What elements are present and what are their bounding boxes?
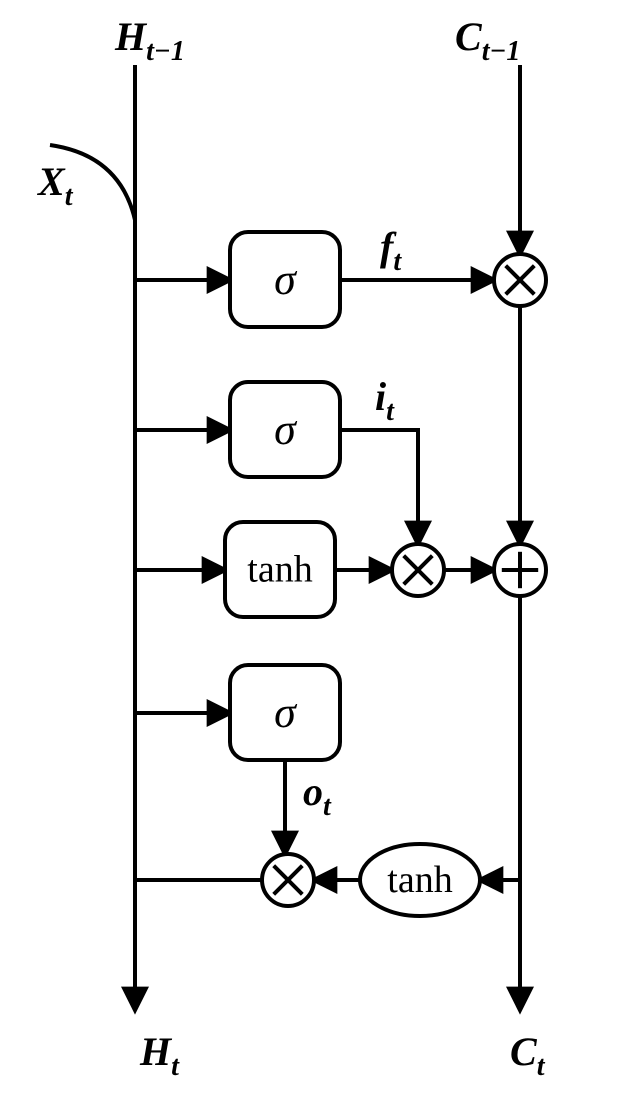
label-xt: Xt [36, 159, 74, 212]
label-ht: Ht [139, 1029, 180, 1082]
box-sigma-f-label: σ [274, 255, 298, 304]
box-sigma-i-label: σ [274, 405, 298, 454]
box-tanh-label: tanh [247, 549, 312, 591]
ellipse-tanh-label: tanh [387, 859, 452, 901]
label-it: it [375, 374, 395, 427]
label-c-prev: Ct−1 [455, 14, 520, 67]
edge-i-to-multtanh [340, 430, 418, 544]
label-ct: Ct [510, 1029, 546, 1082]
label-h-prev: Ht−1 [114, 14, 185, 67]
label-ot: ot [303, 769, 332, 822]
label-ft: ft [380, 224, 402, 277]
box-sigma-o-label: σ [274, 688, 298, 737]
